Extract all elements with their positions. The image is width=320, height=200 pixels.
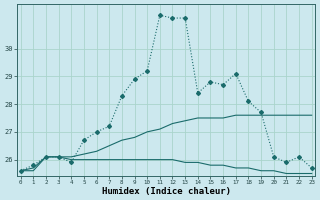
X-axis label: Humidex (Indice chaleur): Humidex (Indice chaleur) bbox=[102, 187, 231, 196]
